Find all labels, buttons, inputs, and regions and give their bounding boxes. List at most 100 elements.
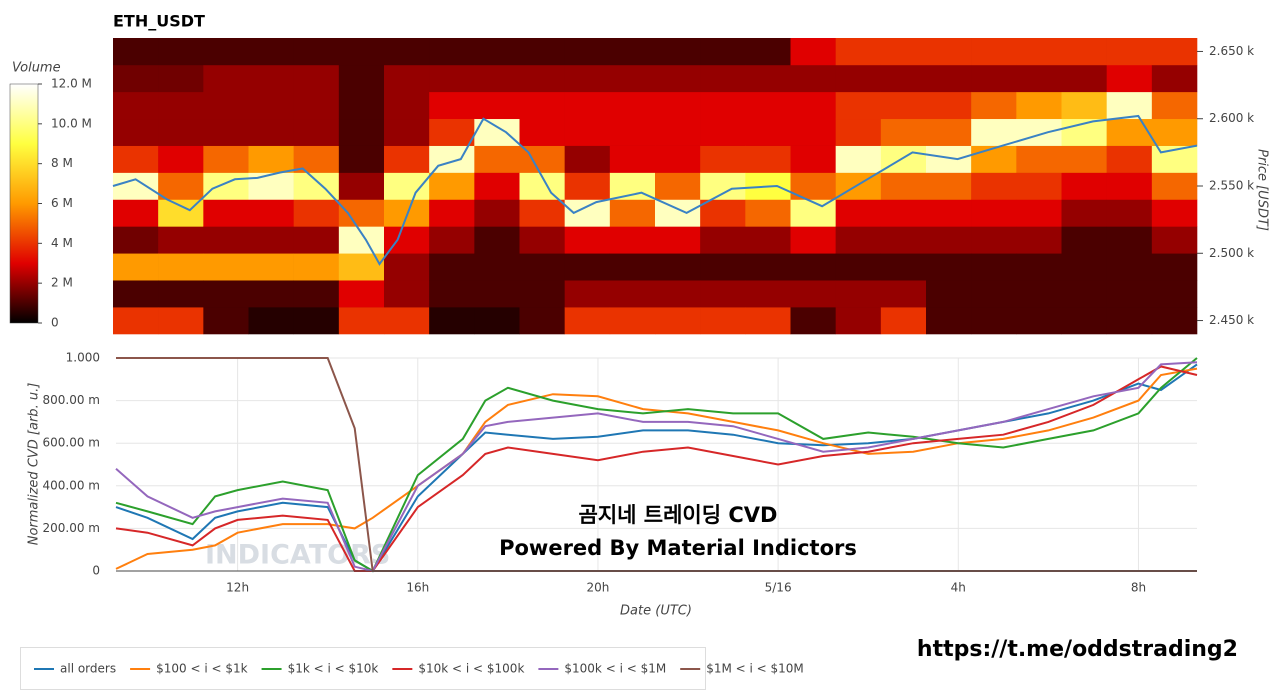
heatmap-cell [926, 145, 972, 173]
heatmap-cell [474, 226, 520, 254]
heatmap-cell [655, 280, 701, 308]
legend-label[interactable]: $100k < i < $1M [564, 662, 666, 676]
heatmap-cell [564, 118, 611, 146]
heatmap-cell [203, 38, 249, 66]
heatmap-cell [1106, 307, 1153, 335]
heatmap-cell [203, 64, 249, 93]
heatmap-cell [113, 145, 159, 173]
heatmap-cell [1151, 64, 1198, 93]
heatmap-cell [429, 91, 475, 120]
heatmap-cell [158, 172, 204, 200]
x-tick-label: 20h [587, 581, 610, 595]
heatmap-cell [429, 64, 475, 93]
heatmap-cell [880, 64, 927, 93]
heatmap-cell [790, 64, 836, 93]
heatmap-cell [384, 64, 430, 93]
heatmap-cell [113, 64, 159, 93]
heatmap-cell [790, 118, 836, 146]
heatmap-cell [1106, 280, 1153, 308]
heatmap-cell [429, 280, 475, 308]
heatmap-cell [835, 307, 882, 335]
heatmap-cell [790, 253, 836, 281]
heatmap-cell [1016, 307, 1062, 335]
heatmap-cell [158, 38, 204, 66]
heatmap-cell [564, 38, 611, 66]
colorbar-tick-label: 8 M [51, 156, 73, 170]
heatmap-cell [971, 38, 1017, 66]
heatmap-cell [926, 118, 972, 146]
heatmap-cell [519, 38, 565, 66]
heatmap-cell [971, 145, 1017, 173]
heatmap-cell [203, 226, 249, 254]
heatmap-cell [384, 118, 430, 146]
legend-label[interactable]: $1k < i < $10k [288, 662, 379, 676]
heatmap-cell [203, 145, 249, 173]
heatmap-cell [971, 172, 1017, 200]
heatmap-cell [293, 91, 340, 120]
heatmap-cell [338, 307, 385, 335]
heatmap-cell [248, 307, 294, 335]
legend-label[interactable]: $100 < i < $1k [156, 662, 248, 676]
heatmap-cell [971, 307, 1017, 335]
heatmap-cell [293, 118, 340, 146]
heatmap-cell [113, 253, 159, 281]
legend-label[interactable]: all orders [60, 662, 116, 676]
heatmap-cell [384, 307, 430, 335]
heatmap-cell [474, 38, 520, 66]
heatmap-cell [519, 64, 565, 93]
heatmap-cell [655, 118, 701, 146]
heatmap-cell [1016, 280, 1062, 308]
heatmap-cell [609, 118, 656, 146]
heatmap-cell [880, 253, 927, 281]
heatmap-cell [609, 64, 656, 93]
heatmap-cell [519, 199, 565, 227]
heatmap-cell [1106, 118, 1153, 146]
heatmap-cell [1061, 38, 1107, 66]
heatmap-cell [248, 145, 294, 173]
heatmap-cell [203, 253, 249, 281]
heatmap-cell [655, 307, 701, 335]
x-tick-label: 4h [951, 581, 966, 595]
heatmap-cell [384, 280, 430, 308]
heatmap-cell [1151, 172, 1198, 200]
heatmap-cell [338, 280, 385, 308]
legend-label[interactable]: $10k < i < $100k [418, 662, 524, 676]
legend-label[interactable]: $1M < i < $10M [706, 662, 804, 676]
heatmap-cell [1016, 226, 1062, 254]
heatmap-cell [384, 253, 430, 281]
chart-title: ETH_USDT [113, 12, 205, 31]
heatmap-cell [384, 91, 430, 120]
heatmap-cell [1106, 64, 1153, 93]
heatmap-cell [248, 199, 294, 227]
heatmap-cell [519, 307, 565, 335]
heatmap-cell [1151, 280, 1198, 308]
heatmap-cell [1106, 199, 1153, 227]
heatmap-cell [564, 91, 611, 120]
heatmap-cell [1061, 145, 1107, 173]
link[interactable]: https://t.me/oddstrading2 [917, 637, 1238, 662]
heatmap-cell [429, 172, 475, 200]
heatmap-cell [700, 38, 746, 66]
heatmap-cell [338, 145, 385, 173]
heatmap-cell [203, 118, 249, 146]
watermark: INDICATORS [205, 540, 390, 571]
heatmap-cell [1061, 226, 1107, 254]
y-tick-label: 400.00 m [43, 478, 101, 492]
heatmap-cell [248, 226, 294, 254]
y-tick-label: 0 [92, 564, 100, 578]
heatmap-cell [158, 307, 204, 335]
heatmap-cell [1106, 226, 1153, 254]
colorbar-tick-label: 12.0 M [51, 77, 92, 91]
heatmap-cell [1106, 91, 1153, 120]
heatmap-cell [1061, 64, 1107, 93]
heatmap-cell [926, 280, 972, 308]
heatmap-cell [474, 172, 520, 200]
heatmap-cell [655, 172, 701, 200]
heatmap-cell [248, 38, 294, 66]
heatmap-cell [1061, 307, 1107, 335]
heatmap-cell [926, 253, 972, 281]
heatmap-cell [926, 172, 972, 200]
heatmap-cell [880, 172, 927, 200]
heatmap-cell [203, 172, 249, 200]
